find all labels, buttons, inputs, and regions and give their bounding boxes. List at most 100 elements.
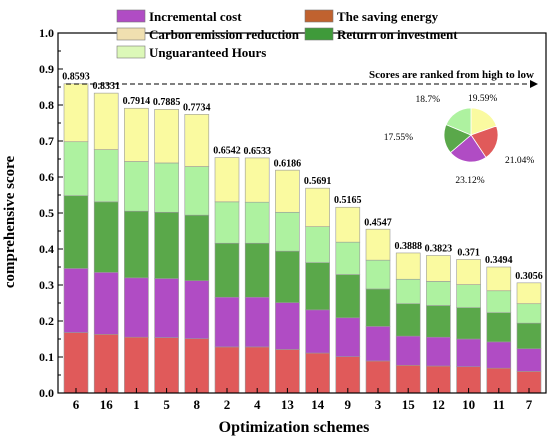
bar-segment	[184, 114, 210, 167]
bar-segment	[486, 312, 512, 343]
bar-segment	[305, 226, 330, 263]
bar-segment	[395, 278, 421, 305]
bar-segment	[63, 195, 89, 269]
total-label: 0.6533	[243, 146, 271, 157]
bar-segment	[244, 201, 270, 244]
total-label: 0.371	[457, 247, 480, 258]
legend-swatch	[116, 9, 146, 23]
x-tick-label: 7	[526, 397, 533, 412]
legend-label: Return on investment	[337, 27, 458, 42]
bar-segment	[456, 259, 481, 285]
bar-segment	[305, 352, 330, 394]
total-label: 0.5691	[304, 176, 332, 187]
bar-segment	[63, 332, 89, 394]
total-label: 0.5165	[334, 195, 362, 206]
y-tick-label: 0.3	[39, 278, 54, 292]
total-label: 0.3056	[515, 271, 543, 282]
bar-segment	[275, 211, 300, 252]
bar-segment	[214, 296, 240, 348]
bar-segment	[426, 281, 451, 306]
bar-segment	[184, 166, 210, 216]
total-label: 0.4547	[364, 217, 392, 228]
y-tick-label: 0.0	[39, 386, 54, 400]
x-tick-label: 8	[194, 397, 201, 412]
y-tick-label: 0.7	[39, 134, 54, 148]
bar-segment	[244, 242, 270, 298]
y-tick-label: 0.6	[39, 170, 54, 184]
total-label: 0.7885	[153, 97, 181, 108]
bar-segment	[124, 210, 149, 279]
x-tick-label: 9	[345, 397, 352, 412]
legend: Incremental cost The saving energy Carbon …	[116, 9, 458, 60]
bar-segment	[93, 92, 119, 150]
bar-segment	[154, 278, 179, 338]
y-tick-label: 0.9	[39, 62, 54, 76]
bar-segment	[305, 187, 330, 227]
bar-segment	[93, 149, 119, 203]
bar-segment	[214, 346, 240, 394]
y-tick-label: 0.5	[39, 206, 54, 220]
bar-segment	[154, 337, 179, 394]
bar-segment	[275, 349, 300, 394]
bar-segment	[154, 162, 179, 213]
bar-segment	[486, 341, 512, 369]
bar-segment	[486, 266, 512, 292]
bar-segment	[214, 201, 240, 244]
bar-segment	[305, 262, 330, 311]
bar-segment	[275, 302, 300, 350]
bar-segment	[124, 277, 149, 338]
x-tick-label: 6	[73, 397, 80, 412]
y-axis-title: comprehensive score	[2, 155, 18, 288]
bar-segment	[244, 346, 270, 394]
y-tick-label: 1.0	[39, 26, 54, 40]
y-tick-label: 0.1	[39, 350, 54, 364]
total-label: 0.7734	[183, 103, 211, 114]
bar-segment	[244, 157, 270, 203]
bar-segment	[93, 334, 119, 394]
bar-segment	[456, 338, 481, 368]
legend-label: Carbon emission reduction	[149, 27, 300, 42]
bar-segment	[395, 335, 421, 366]
total-label: 0.6542	[213, 145, 241, 156]
bar-segment	[516, 348, 542, 372]
bar-segment	[63, 268, 89, 333]
x-tick-label: 10	[462, 397, 475, 412]
pie-slice-label: 17.55%	[384, 133, 413, 143]
legend-swatch	[116, 27, 146, 41]
bar-segment	[124, 107, 149, 162]
pie-slice-label: 19.59%	[468, 94, 497, 104]
legend-label: The saving energy	[337, 9, 439, 24]
x-tick-label: 4	[254, 397, 261, 412]
total-label: 0.7914	[123, 96, 151, 107]
x-tick-label: 1	[133, 397, 140, 412]
x-tick-label: 16	[100, 397, 114, 412]
bar-segment	[456, 307, 481, 340]
bar-segment	[335, 241, 361, 275]
pie-slice	[449, 134, 487, 163]
bar-segment	[335, 274, 361, 319]
y-tick-label: 0.2	[39, 314, 54, 328]
bar-segment	[335, 206, 361, 243]
bar-segment	[184, 214, 210, 281]
bar-segment	[275, 250, 300, 303]
bar-segment	[124, 161, 149, 212]
total-label: 0.6186	[274, 158, 302, 169]
bar-segment	[275, 169, 300, 213]
pie-slice-label: 23.12%	[455, 176, 484, 186]
x-tick-label: 13	[281, 397, 295, 412]
bar-segment	[365, 259, 391, 290]
total-label: 0.8331	[92, 81, 120, 92]
x-tick-label: 12	[432, 397, 445, 412]
bar-segment	[516, 303, 542, 324]
x-tick-label: 14	[311, 397, 325, 412]
bar-segment	[154, 109, 179, 164]
legend-label: Incremental cost	[149, 9, 242, 24]
total-label: 0.3494	[485, 255, 513, 266]
bar-segment	[365, 326, 391, 362]
legend-swatch	[116, 45, 146, 59]
x-tick-label: 3	[375, 397, 382, 412]
total-label: 0.3888	[394, 241, 422, 252]
